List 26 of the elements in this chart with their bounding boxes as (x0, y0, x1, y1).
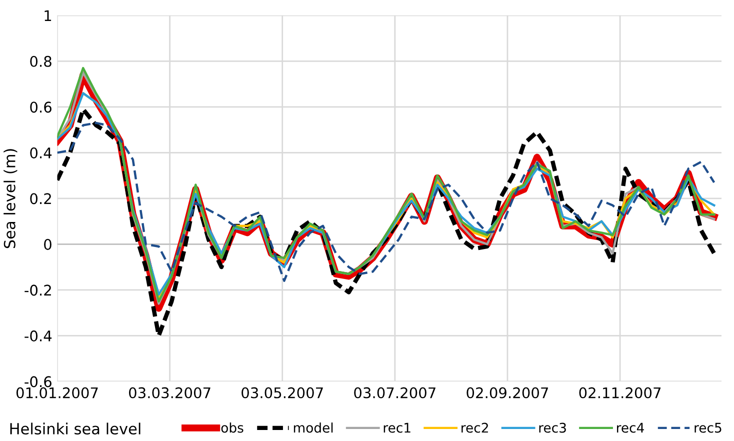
legend-label: obs (221, 422, 244, 433)
y-tick-label: 0.2 (30, 193, 51, 204)
y-tick-label: 1 (44, 10, 52, 21)
y-axis-title: Sea level (m) (4, 149, 18, 248)
x-tick-label: 03.05.2007 (242, 387, 323, 398)
x-tick-label: 03.03.2007 (129, 387, 210, 398)
text: Helsinki sea level (10, 422, 140, 435)
y-tick-label: 0.8 (30, 56, 52, 67)
y-tick-label: 0.6 (30, 102, 52, 113)
legend-label: model (294, 422, 333, 433)
legend-label: rec3 (539, 422, 566, 433)
legend-label: rec4 (617, 422, 644, 433)
x-tick-label: 02.09.2007 (466, 387, 548, 398)
y-tick-label: -0.4 (24, 330, 52, 342)
line-series (57, 122, 716, 282)
legend-label: rec1 (384, 422, 410, 433)
y-tick-label: 0.4 (30, 147, 52, 158)
x-tick-label: 03.07.2007 (354, 387, 436, 398)
legend-label: rec2 (462, 422, 488, 433)
x-tick-label: 02.11.2007 (579, 387, 661, 398)
y-tick-label: -0.2 (24, 284, 51, 296)
line-series (57, 107, 716, 338)
x-tick-label: 01.01.2007 (16, 387, 98, 398)
y-tick-label: 0 (44, 238, 52, 250)
legend-label: rec5 (694, 422, 722, 433)
y-tick-label: -0.6 (24, 376, 52, 388)
